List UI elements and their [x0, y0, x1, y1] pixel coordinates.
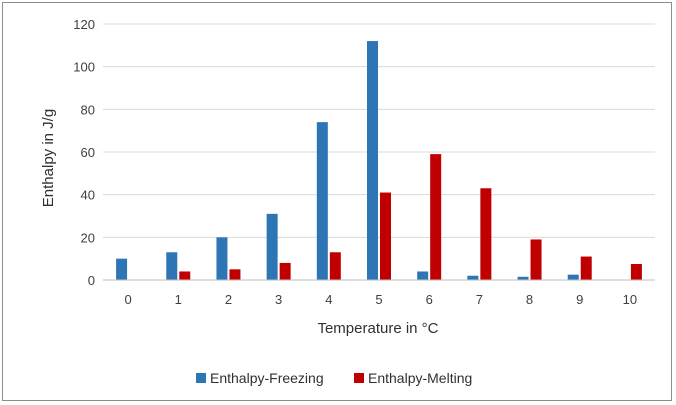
bar-freezing-5 — [367, 41, 378, 280]
legend-swatch-melting — [354, 373, 364, 383]
bar-melting-3 — [279, 262, 291, 280]
x-tick-label: 2 — [225, 292, 232, 307]
legend: Enthalpy-Freezing Enthalpy-Melting — [196, 370, 472, 386]
bar-melting-4 — [329, 252, 341, 280]
bar-melting-10 — [630, 264, 642, 280]
x-tick-label: 5 — [375, 292, 382, 307]
y-tick-label: 20 — [81, 230, 95, 245]
y-tick-label: 60 — [81, 145, 95, 160]
bar-melting-9 — [580, 256, 592, 280]
y-tick-label: 100 — [73, 60, 95, 75]
x-tick-label: 10 — [623, 292, 637, 307]
bar-freezing-1 — [166, 252, 178, 280]
x-tick-label: 7 — [476, 292, 483, 307]
bar-melting-6 — [430, 154, 442, 280]
bar-freezing-9 — [567, 274, 579, 280]
bar-freezing-6 — [417, 271, 429, 280]
legend-label-freezing: Enthalpy-Freezing — [210, 370, 324, 386]
x-axis-title: Temperature in °C — [317, 320, 438, 337]
x-tick-label: 9 — [576, 292, 583, 307]
legend-label-melting: Enthalpy-Melting — [368, 370, 472, 386]
y-axis-ticks: 0 20 40 60 80 100 120 — [73, 17, 95, 288]
y-tick-label: 40 — [81, 188, 95, 203]
bar-melting-1 — [179, 271, 191, 280]
bar-melting-7 — [480, 188, 492, 280]
bar-freezing-7 — [467, 275, 479, 280]
bars — [116, 41, 642, 280]
y-axis-title: Enthalpy in J/g — [40, 109, 57, 207]
x-tick-label: 3 — [275, 292, 282, 307]
bar-melting-5 — [380, 192, 391, 280]
bar-freezing-3 — [266, 213, 278, 280]
y-tick-label: 120 — [73, 17, 95, 32]
y-tick-label: 80 — [81, 102, 95, 117]
bar-melting-8 — [530, 239, 542, 280]
legend-swatch-freezing — [196, 373, 206, 383]
x-tick-label: 1 — [175, 292, 182, 307]
y-tick-label: 0 — [88, 273, 95, 288]
x-tick-label: 4 — [325, 292, 332, 307]
bar-melting-2 — [229, 269, 241, 280]
x-axis-ticks: 0 1 2 3 4 5 6 7 8 9 10 — [124, 292, 637, 307]
chart-frame — [2, 2, 672, 401]
gridlines — [103, 23, 655, 238]
bar-freezing-0 — [116, 258, 128, 280]
bar-freezing-2 — [216, 237, 228, 280]
x-tick-label: 8 — [526, 292, 533, 307]
bar-freezing-4 — [316, 122, 328, 280]
x-tick-label: 0 — [124, 292, 131, 307]
bar-freezing-8 — [517, 276, 529, 280]
x-tick-label: 6 — [426, 292, 433, 307]
